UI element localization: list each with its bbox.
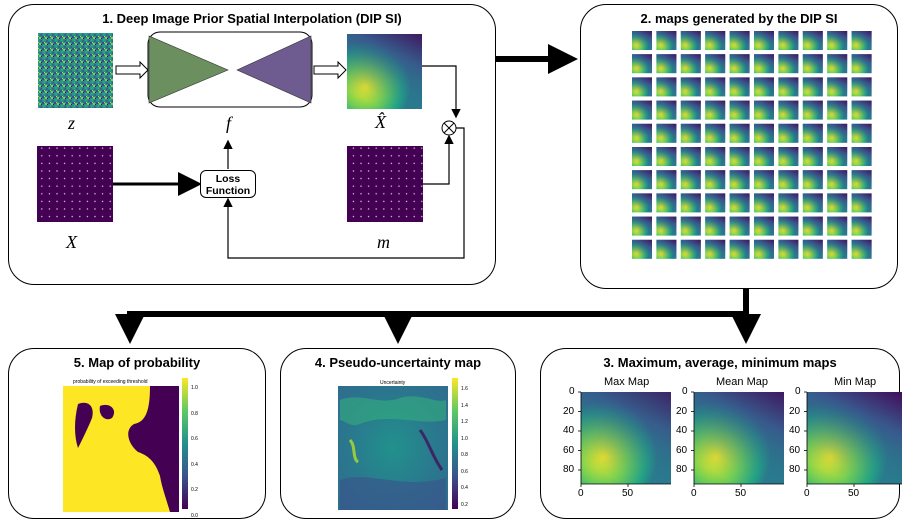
y-tick-label: 80	[676, 464, 687, 475]
uncertainty-title: 4. Pseudo-uncertainty map	[281, 355, 515, 370]
x-tick-label: 0	[691, 488, 697, 499]
generated-maps-title: 2. maps generated by the DIP SI	[581, 11, 897, 26]
loss-function-box: Loss Function	[200, 170, 256, 198]
cbar-tick-label: 0.4	[191, 453, 198, 479]
mean-map-label: Mean Map	[716, 376, 768, 388]
probability-plot-title: probability of exceeding threshold	[73, 379, 148, 385]
generated-maps-panel: 2. maps generated by the DIP SI	[580, 4, 898, 289]
y-tick-label: 0	[682, 386, 688, 397]
label-xhat: X̂	[375, 112, 386, 133]
cbar-tick-label: 1.4	[461, 398, 468, 415]
dip-si-panel: 1. Deep Image Prior Spatial Interpolatio…	[8, 4, 496, 285]
cbar-tick-label: 1.0	[191, 376, 198, 402]
y-tick-label: 60	[563, 445, 574, 456]
minmax-panel: 3. Maximum, average, minimum maps	[540, 348, 900, 519]
x-tick-label: 50	[735, 488, 746, 499]
uncertainty-plot-title: Uncertainty	[380, 380, 405, 386]
x-tick-label: 0	[578, 488, 584, 499]
probability-panel: 5. Map of probability	[8, 348, 266, 519]
loss-line2: Function	[201, 185, 255, 197]
x-tick-label: 0	[804, 488, 810, 499]
cbar-tick-label: 1.6	[461, 381, 468, 398]
cbar-tick-label: 1.0	[461, 431, 468, 448]
cbar-tick-label: 0.8	[461, 447, 468, 464]
y-tick-label: 80	[789, 464, 800, 475]
loss-line1: Loss	[201, 173, 255, 185]
y-tick-label: 40	[789, 425, 800, 436]
cbar-tick-label: 0.2	[191, 478, 198, 504]
y-tick-label: 40	[563, 425, 574, 436]
minmax-title: 3. Maximum, average, minimum maps	[541, 355, 899, 370]
label-x: X	[66, 232, 77, 253]
y-tick-label: 20	[789, 406, 800, 417]
probability-title: 5. Map of probability	[9, 355, 265, 370]
y-tick-label: 20	[563, 406, 574, 417]
cbar-tick-label: 0.6	[461, 464, 468, 481]
cbar-tick-label: 0.6	[191, 427, 198, 453]
max-map-label: Max Map	[604, 376, 649, 388]
x-tick-label: 50	[622, 488, 633, 499]
label-z: z	[68, 113, 75, 134]
uncertainty-panel: 4. Pseudo-uncertainty map	[280, 348, 516, 519]
y-tick-label: 40	[676, 425, 687, 436]
y-tick-label: 20	[676, 406, 687, 417]
min-map-label: Min Map	[834, 376, 876, 388]
cbar-tick-label: 0.2	[461, 497, 468, 514]
y-tick-label: 80	[563, 464, 574, 475]
y-tick-label: 60	[789, 445, 800, 456]
cbar-tick-label: 1.2	[461, 414, 468, 431]
x-tick-label: 50	[848, 488, 859, 499]
label-m: m	[377, 232, 390, 253]
y-tick-label: 0	[795, 386, 801, 397]
y-tick-label: 0	[569, 386, 575, 397]
y-tick-label: 60	[676, 445, 687, 456]
cbar-tick-label: 0.4	[461, 480, 468, 497]
cbar-tick-label: 0.8	[191, 402, 198, 428]
dip-si-title: 1. Deep Image Prior Spatial Interpolatio…	[9, 11, 495, 26]
cbar-tick-label: 0.0	[191, 504, 198, 529]
label-f: f	[226, 113, 231, 134]
